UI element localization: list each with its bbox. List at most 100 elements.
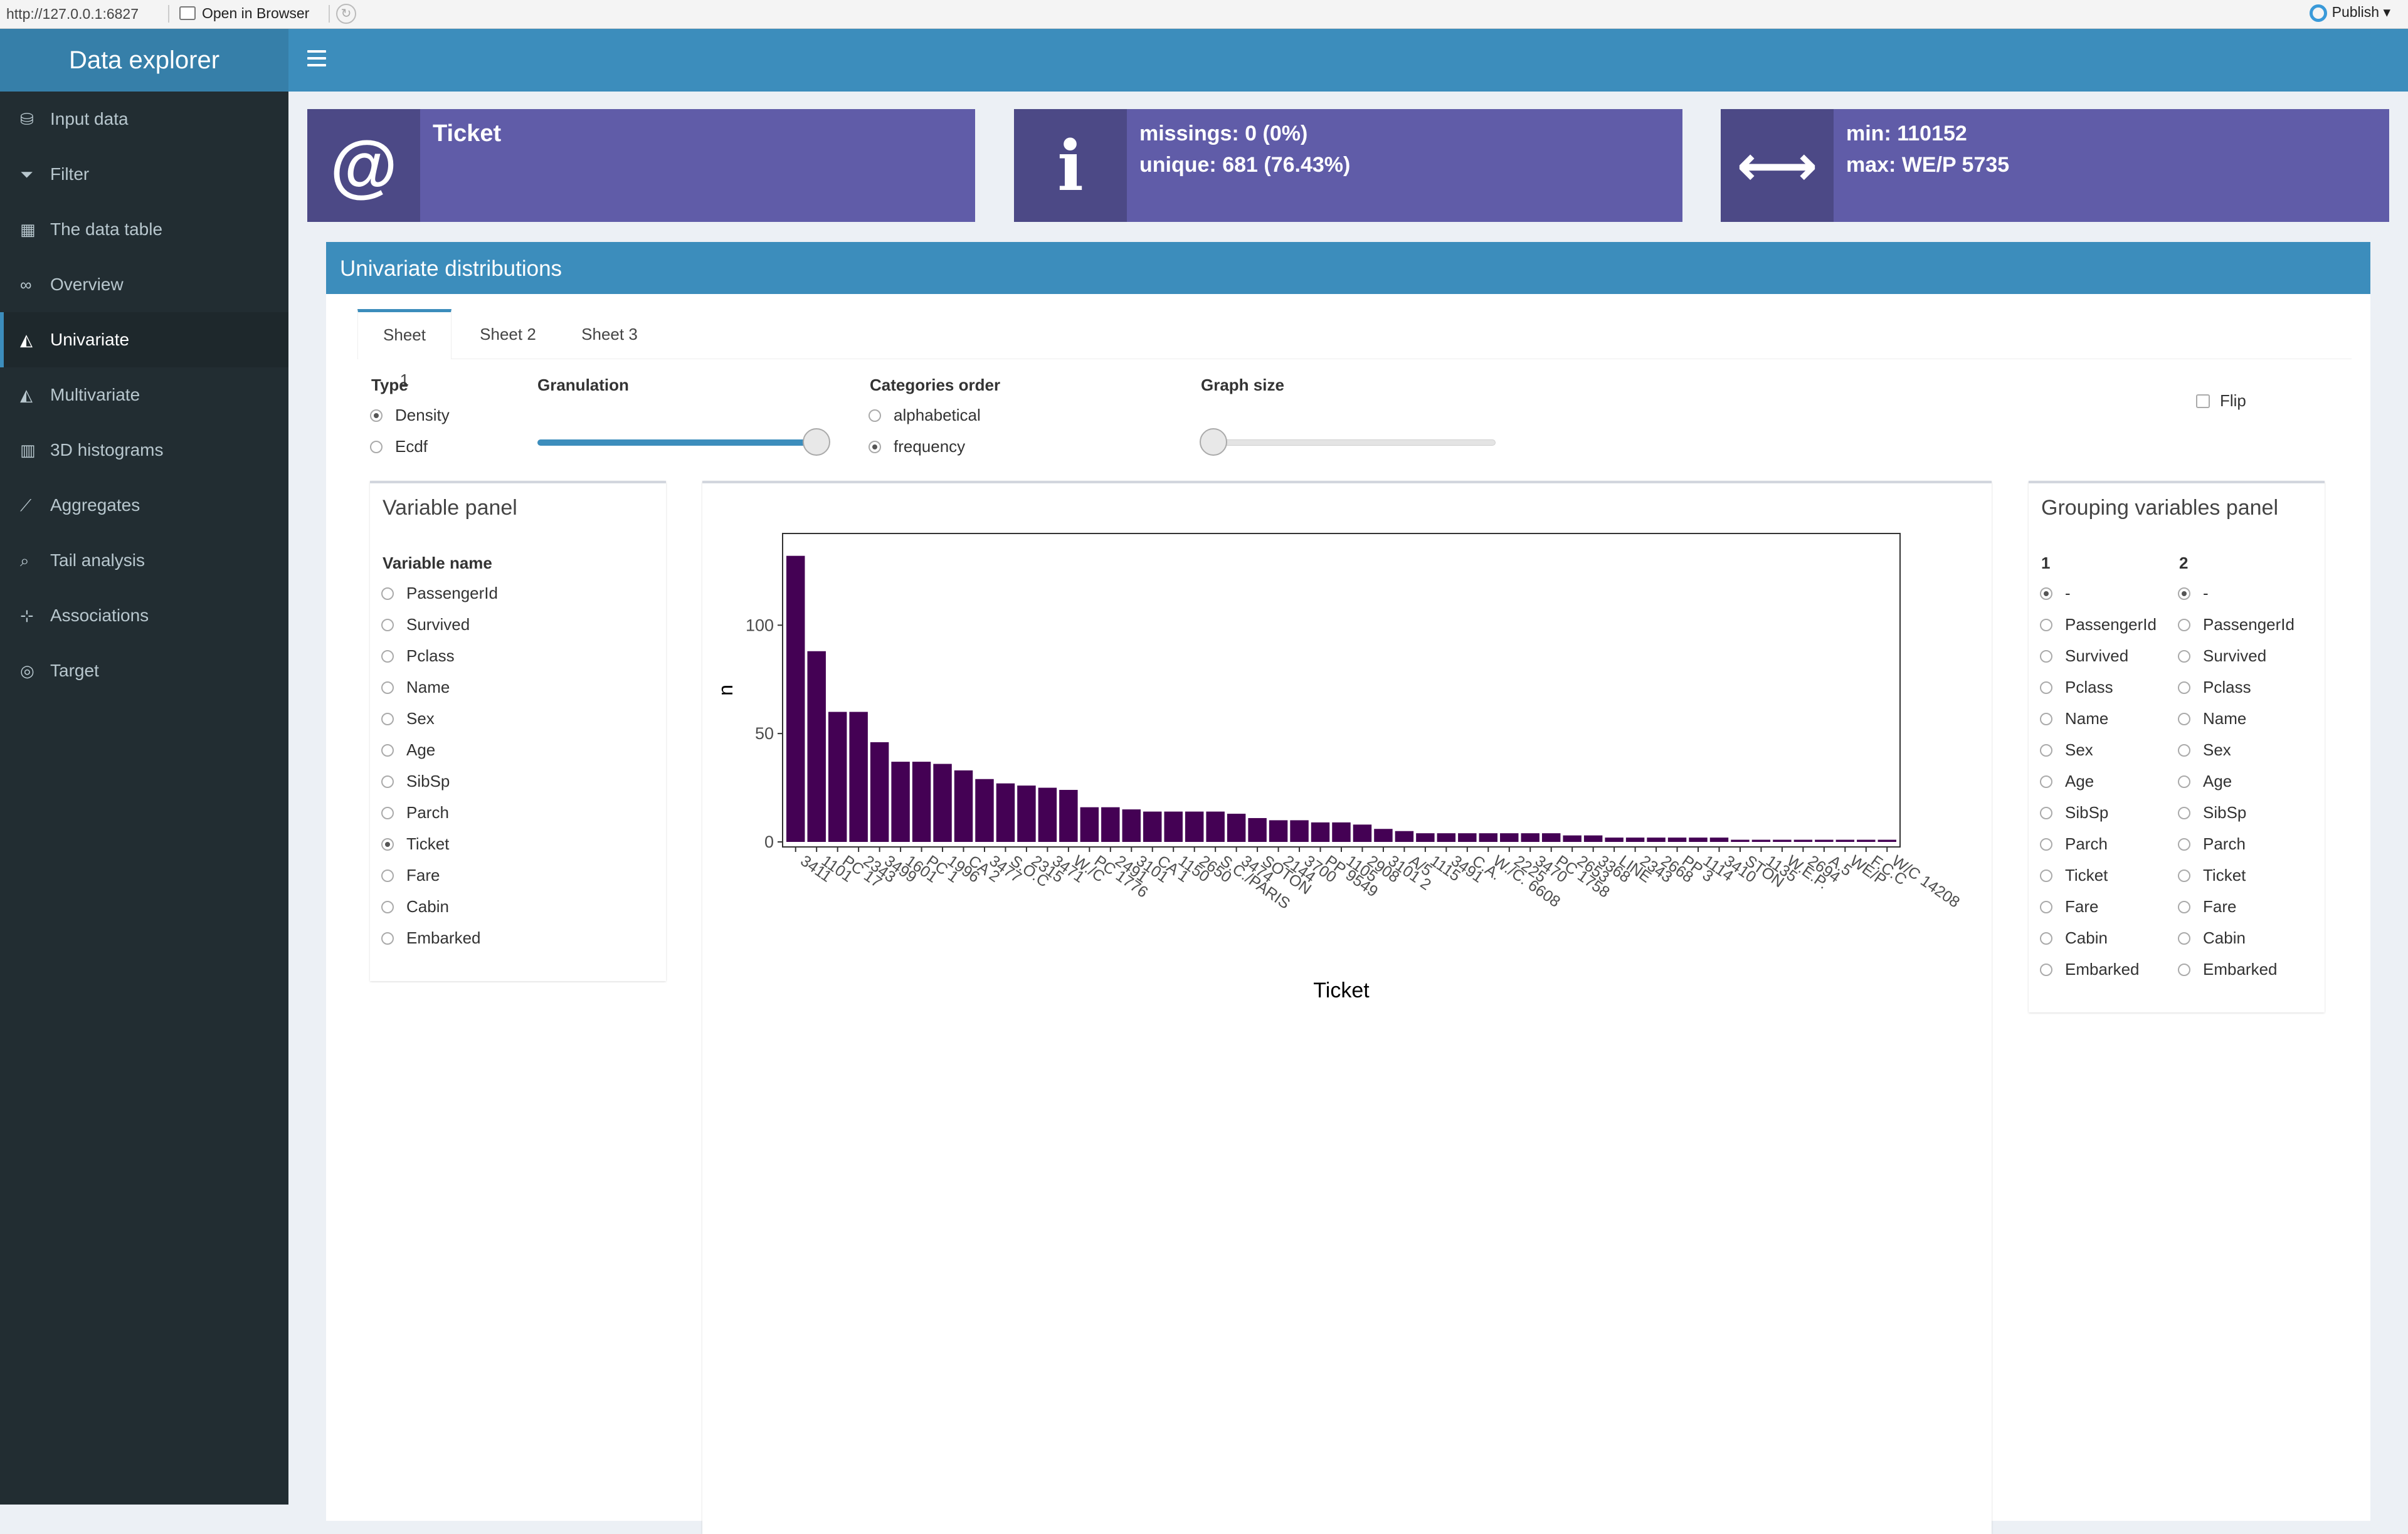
radio-label: SibSp — [2065, 803, 2109, 822]
sidebar-item-input-data[interactable]: ⛁ Input data — [0, 92, 288, 147]
variable-radio-fare[interactable]: Fare — [381, 866, 440, 885]
granulation-slider-handle[interactable] — [803, 428, 830, 456]
radio-icon — [2178, 807, 2190, 819]
sidebar-item-3d-histograms[interactable]: ▥ 3D histograms — [0, 423, 288, 478]
radio-icon — [2178, 869, 2190, 882]
group-2-radio-passengerid[interactable]: PassengerId — [2178, 615, 2294, 634]
radio-label: Cabin — [406, 897, 449, 916]
variable-radio-passengerid[interactable]: PassengerId — [381, 584, 498, 603]
bar — [1793, 839, 1813, 842]
flip-checkbox[interactable]: Flip — [2196, 391, 2246, 411]
bar — [1290, 820, 1309, 842]
url-text[interactable]: http://127.0.0.1:6827 — [6, 6, 139, 22]
type-ecdf-radio[interactable]: Ecdf — [370, 437, 428, 456]
sidebar-item-the-data-table[interactable]: ▦ The data table — [0, 202, 288, 257]
variable-radio-embarked[interactable]: Embarked — [381, 928, 481, 948]
granulation-label: Granulation — [537, 376, 629, 394]
at-icon: @ — [307, 109, 420, 222]
radio-label: Name — [2065, 709, 2109, 728]
group-1-radio-pclass[interactable]: Pclass — [2040, 678, 2113, 697]
group-1-radio-cabin[interactable]: Cabin — [2040, 928, 2108, 948]
bar — [891, 762, 910, 842]
graph-size-slider-handle[interactable] — [1200, 428, 1227, 456]
radio-icon — [2178, 681, 2190, 694]
sidebar-item-aggregates[interactable]: ⟋ Aggregates — [0, 478, 288, 533]
bar — [1815, 839, 1834, 842]
sidebar-item-filter[interactable]: ⏷ Filter — [0, 147, 288, 202]
panel-title: Grouping variables panel — [2041, 496, 2279, 520]
variable-radio-cabin[interactable]: Cabin — [381, 897, 449, 917]
app-title[interactable]: Data explorer — [0, 29, 288, 92]
group-2-radio-cabin[interactable]: Cabin — [2178, 928, 2246, 948]
group-1-radio-passengerid[interactable]: PassengerId — [2040, 615, 2157, 634]
bar — [1773, 839, 1792, 842]
group-2-radio-survived[interactable]: Survived — [2178, 646, 2266, 666]
radio-label: Embarked — [406, 928, 481, 947]
group-1-radio-none[interactable]: - — [2040, 584, 2071, 603]
radio-icon — [2040, 964, 2052, 976]
sidebar-item-multivariate[interactable]: ◭ Multivariate — [0, 367, 288, 423]
radio-label: Embarked — [2203, 960, 2278, 979]
group-2-radio-sex[interactable]: Sex — [2178, 740, 2231, 760]
bar — [996, 783, 1015, 842]
sidebar-item-label: Associations — [50, 606, 149, 625]
bar — [870, 742, 889, 842]
group-2-radio-ticket[interactable]: Ticket — [2178, 866, 2246, 885]
variable-radio-survived[interactable]: Survived — [381, 615, 470, 634]
sidebar-item-target[interactable]: ◎ Target — [0, 643, 288, 698]
radio-icon — [2178, 964, 2190, 976]
order-alphabetical-radio[interactable]: alphabetical — [869, 406, 981, 425]
sidebar-item-tail-analysis[interactable]: ⌕ Tail analysis — [0, 533, 288, 588]
variable-radio-name[interactable]: Name — [381, 678, 450, 697]
publish-icon — [2309, 4, 2327, 22]
radio-label: Sex — [2065, 740, 2093, 759]
variable-radio-sibsp[interactable]: SibSp — [381, 772, 450, 791]
group-2-radio-age[interactable]: Age — [2178, 772, 2232, 791]
type-density-radio[interactable]: Density — [370, 406, 450, 425]
group-1-radio-parch[interactable]: Parch — [2040, 834, 2108, 854]
sheet-tabs: Sheet 1 Sheet 2 Sheet 3 — [357, 309, 2352, 389]
radio-label: Sex — [2203, 740, 2231, 759]
variable-radio-ticket[interactable]: Ticket — [381, 834, 449, 854]
order-frequency-radio[interactable]: frequency — [869, 437, 965, 456]
group-2-radio-pclass[interactable]: Pclass — [2178, 678, 2251, 697]
group-1-radio-embarked[interactable]: Embarked — [2040, 960, 2140, 979]
publish-button[interactable]: Publish ▾ — [2309, 4, 2390, 22]
group-1-radio-survived[interactable]: Survived — [2040, 646, 2128, 666]
granulation-slider[interactable] — [537, 439, 813, 446]
open-in-browser-button[interactable]: Open in Browser — [202, 5, 310, 21]
group-2-radio-fare[interactable]: Fare — [2178, 897, 2236, 917]
hamburger-menu-icon[interactable] — [307, 50, 326, 69]
refresh-icon[interactable]: ↻ — [336, 4, 356, 24]
bar — [1353, 824, 1372, 842]
sidebar-item-associations[interactable]: ⊹ Associations — [0, 588, 288, 643]
sidebar-item-univariate[interactable]: ◭ Univariate — [0, 312, 288, 367]
radio-label: Ticket — [2065, 866, 2108, 885]
bar — [1206, 811, 1225, 842]
radio-label: Survived — [2203, 646, 2267, 665]
group-1-radio-age[interactable]: Age — [2040, 772, 2094, 791]
group-2-radio-sibsp[interactable]: SibSp — [2178, 803, 2246, 822]
variable-radio-age[interactable]: Age — [381, 740, 435, 760]
group-2-radio-name[interactable]: Name — [2178, 709, 2246, 728]
group-2-radio-embarked[interactable]: Embarked — [2178, 960, 2278, 979]
variable-radio-parch[interactable]: Parch — [381, 803, 449, 822]
group-1-radio-sibsp[interactable]: SibSp — [2040, 803, 2108, 822]
group-1-radio-fare[interactable]: Fare — [2040, 897, 2098, 917]
tab-sheet-1[interactable]: Sheet 1 — [357, 309, 452, 389]
group-2-radio-parch[interactable]: Parch — [2178, 834, 2246, 854]
graph-size-slider[interactable] — [1201, 439, 1496, 446]
group-1-radio-ticket[interactable]: Ticket — [2040, 866, 2108, 885]
radio-label: Cabin — [2203, 928, 2246, 947]
tab-sheet-2[interactable]: Sheet 2 — [480, 325, 536, 344]
variable-radio-pclass[interactable]: Pclass — [381, 646, 455, 666]
variable-radio-sex[interactable]: Sex — [381, 709, 435, 728]
open-in-browser-icon[interactable] — [179, 6, 196, 20]
radio-label: Name — [406, 678, 450, 696]
group-1-radio-name[interactable]: Name — [2040, 709, 2108, 728]
tab-sheet-3[interactable]: Sheet 3 — [581, 325, 638, 344]
group-1-radio-sex[interactable]: Sex — [2040, 740, 2093, 760]
group-2-radio-none[interactable]: - — [2178, 584, 2209, 603]
bar — [1227, 814, 1246, 842]
sidebar-item-overview[interactable]: ∞ Overview — [0, 257, 288, 312]
